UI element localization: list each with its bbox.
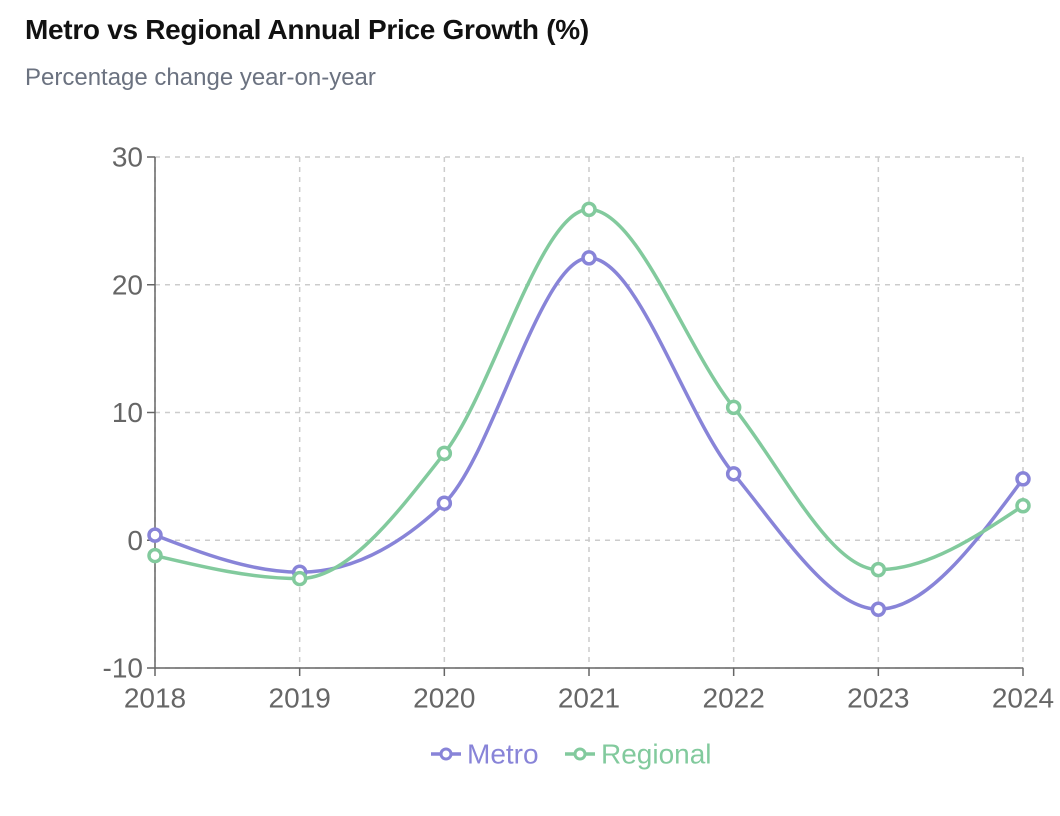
metro-point-2018[interactable]	[147, 527, 163, 543]
metro-point-2020[interactable]	[436, 495, 453, 511]
y-tick-label: -10	[103, 653, 143, 684]
regional-point-2023[interactable]	[870, 561, 887, 578]
regional-point-2022[interactable]	[725, 399, 742, 416]
regional-point-2021[interactable]	[581, 201, 597, 218]
y-tick-label: 10	[112, 397, 143, 428]
legend-label: Metro	[467, 739, 539, 770]
regional-point-2018[interactable]	[147, 547, 163, 564]
x-tick-label: 2023	[847, 683, 909, 714]
x-tick-label: 2022	[703, 683, 765, 714]
regional-point-2019[interactable]	[291, 570, 308, 587]
chart-title: Metro vs Regional Annual Price Growth (%…	[25, 14, 589, 45]
legend-marker-icon	[439, 747, 453, 761]
series	[147, 201, 1031, 617]
series-regional	[147, 201, 1031, 587]
chart-subtitle: Percentage change year-on-year	[25, 64, 376, 91]
legend-marker-icon	[573, 747, 587, 761]
metro-point-2022[interactable]	[725, 466, 742, 482]
y-tick-label: 20	[112, 269, 143, 300]
x-tick-label: 2021	[558, 683, 620, 714]
x-tick-label: 2024	[992, 683, 1054, 714]
grid	[154, 156, 1024, 669]
x-tick-label: 2020	[413, 683, 475, 714]
legend-item-regional[interactable]: Regional	[565, 739, 712, 770]
legend-item-metro[interactable]: Metro	[431, 739, 539, 770]
legend-label: Regional	[601, 739, 712, 770]
regional-point-2020[interactable]	[436, 445, 453, 462]
x-tick-label: 2018	[124, 683, 186, 714]
legend[interactable]: Metro Regional	[431, 739, 712, 770]
y-tick-label: 0	[127, 525, 143, 556]
x-tick-label: 2019	[269, 683, 331, 714]
y-tick-label: 30	[112, 142, 143, 173]
metro-point-2023[interactable]	[870, 601, 887, 617]
metro-point-2021[interactable]	[581, 250, 597, 266]
metro-point-2024[interactable]	[1015, 471, 1031, 487]
regional-point-2024[interactable]	[1015, 498, 1031, 514]
